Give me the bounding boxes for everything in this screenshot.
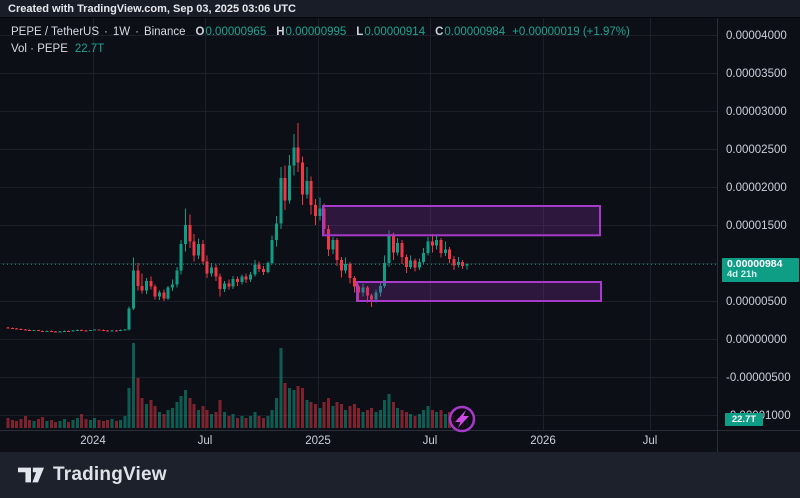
volume-title[interactable]: Vol · PEPE <box>11 42 68 55</box>
time-axis[interactable]: 2024 Jul 2025 Jul 2026 Jul <box>80 435 657 447</box>
svg-text:0.00000500: 0.00000500 <box>726 296 787 308</box>
legend-symbol-row: PEPE / TetherUS · 1W · Binance O0.000009… <box>11 23 630 40</box>
separator-dot: · <box>104 25 108 38</box>
top-bar: Created with TradingView.com, Sep 03, 20… <box>0 0 800 18</box>
svg-text:2024: 2024 <box>80 435 106 447</box>
price-axis[interactable]: 0.00004000 0.00003500 0.00003000 0.00002500… <box>726 30 791 422</box>
exchange-label: Binance <box>143 25 186 38</box>
grid <box>0 18 717 430</box>
svg-text:0.00002500: 0.00002500 <box>726 144 787 156</box>
ohlc-low: L0.00000914 <box>356 25 426 38</box>
brand-text[interactable]: TradingView <box>53 464 167 485</box>
bar-countdown: 4d 21h <box>727 269 758 280</box>
change-value: +0.00000019 (+1.97%) <box>512 25 630 38</box>
ohlc-high: H0.00000995 <box>276 25 347 38</box>
watermark-text: Created with TradingView.com, Sep 03, 20… <box>8 3 296 15</box>
volume-axis-badge: 22.7T <box>725 413 763 426</box>
drawing-rectangle[interactable] <box>356 281 602 302</box>
drawing-rectangle[interactable] <box>322 205 601 237</box>
current-price-value: 0.00000984 <box>727 258 783 270</box>
svg-text:0.00002000: 0.00002000 <box>726 182 787 194</box>
current-price-badge: 0.00000984 4d 21h <box>722 258 799 282</box>
volume-series <box>6 343 469 428</box>
legend-volume-row: Vol · PEPE 22.7T <box>11 40 630 57</box>
volume-value: 22.7T <box>74 42 105 55</box>
svg-text:Jul: Jul <box>423 435 438 447</box>
separator-dot: · <box>135 25 139 38</box>
svg-text:2026: 2026 <box>530 435 556 447</box>
symbol-title[interactable]: PEPE / TetherUS <box>11 25 99 38</box>
svg-text:0.00001500: 0.00001500 <box>726 220 787 232</box>
bottom-bar: TradingView <box>0 452 800 498</box>
svg-text:2025: 2025 <box>305 435 331 447</box>
svg-text:0.00003500: 0.00003500 <box>726 68 787 80</box>
candlestick-series[interactable] <box>6 123 469 333</box>
legend: PEPE / TetherUS · 1W · Binance O0.000009… <box>11 23 630 57</box>
svg-text:0.00004000: 0.00004000 <box>726 30 787 42</box>
interval-label[interactable]: 1W <box>112 25 131 38</box>
svg-text:Jul: Jul <box>198 435 213 447</box>
svg-text:0.00000000: 0.00000000 <box>726 334 787 346</box>
tradingview-logo-icon[interactable] <box>18 465 44 485</box>
lightning-icon[interactable] <box>448 405 476 433</box>
svg-text:-0.00000500: -0.00000500 <box>726 372 791 384</box>
ohlc-open: O0.00000965 <box>195 25 267 38</box>
ohlc-close: C0.00000984 <box>435 25 506 38</box>
svg-text:0.00003000: 0.00003000 <box>726 106 787 118</box>
svg-text:Jul: Jul <box>643 435 658 447</box>
